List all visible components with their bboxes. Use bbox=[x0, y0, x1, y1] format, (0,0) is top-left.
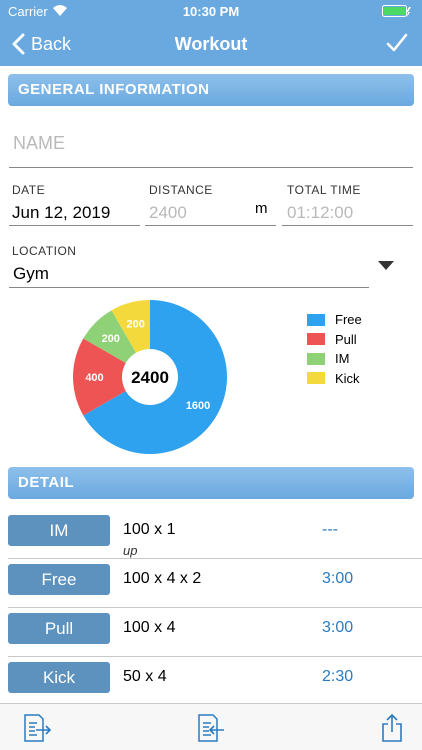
location-underline bbox=[9, 287, 369, 288]
interval-text: 3:00 bbox=[322, 619, 354, 636]
detail-row[interactable]: Pull 100 x 4 3:00 bbox=[8, 606, 422, 657]
date-label: DATE bbox=[12, 183, 46, 197]
dropdown-arrow-icon[interactable] bbox=[378, 261, 394, 271]
stroke-button[interactable]: Kick bbox=[8, 662, 110, 693]
total-time-underline bbox=[282, 225, 413, 226]
row-divider bbox=[8, 607, 422, 608]
legend-item-im: IM bbox=[307, 349, 362, 369]
distance-unit: m bbox=[255, 200, 268, 217]
legend-item-pull: Pull bbox=[307, 330, 362, 350]
bottom-toolbar bbox=[0, 703, 422, 750]
nav-bar: Back Workout bbox=[0, 22, 422, 66]
location-label: LOCATION bbox=[12, 244, 77, 258]
status-bar: Carrier 10:30 PM bbox=[0, 0, 422, 22]
name-field[interactable]: NAME bbox=[13, 133, 66, 153]
row-divider bbox=[8, 558, 422, 559]
location-field[interactable]: Gym bbox=[13, 264, 49, 283]
wifi-icon bbox=[53, 5, 67, 16]
import-left-icon[interactable] bbox=[196, 713, 226, 743]
set-text: 100 x 4 x 2 bbox=[123, 570, 202, 587]
date-underline bbox=[9, 225, 140, 226]
carrier-label: Carrier bbox=[8, 4, 48, 19]
stroke-button[interactable]: Free bbox=[8, 564, 110, 595]
set-text: 100 x 1 bbox=[123, 521, 176, 538]
legend-label: Kick bbox=[335, 370, 360, 386]
general-info-header: GENERAL INFORMATION bbox=[8, 74, 414, 106]
legend-swatch bbox=[307, 313, 325, 326]
pie-label-pull: 400 bbox=[85, 372, 103, 384]
legend-swatch bbox=[307, 333, 325, 346]
distance-underline bbox=[145, 225, 276, 226]
pie-label-kick: 200 bbox=[126, 318, 144, 330]
detail-row[interactable]: Free 100 x 4 x 2 3:00 bbox=[8, 557, 422, 608]
set-text: 50 x 4 bbox=[123, 668, 167, 685]
set-note: up bbox=[123, 543, 138, 558]
checkmark-icon[interactable] bbox=[386, 32, 408, 54]
date-field[interactable]: Jun 12, 2019 bbox=[12, 203, 111, 222]
total-time-label: TOTAL TIME bbox=[287, 183, 361, 197]
legend-swatch bbox=[307, 352, 325, 365]
legend-item-free: Free bbox=[307, 310, 362, 330]
detail-header: DETAIL bbox=[8, 467, 414, 499]
name-underline bbox=[9, 167, 413, 168]
pie-center-total: 2400 bbox=[131, 368, 169, 387]
pie-label-im: 200 bbox=[102, 333, 120, 345]
back-button[interactable]: Back bbox=[12, 31, 71, 57]
stroke-button[interactable]: Pull bbox=[8, 613, 110, 644]
pie-slice-pull bbox=[73, 338, 150, 416]
legend-label: Free bbox=[335, 312, 362, 328]
row-divider bbox=[8, 656, 422, 657]
total-time-field[interactable]: 01:12:00 bbox=[287, 203, 354, 222]
battery-icon bbox=[382, 5, 411, 17]
distance-field[interactable]: 2400 bbox=[149, 203, 187, 222]
distance-pie-chart: 1600 400 200 200 2400 bbox=[73, 300, 227, 454]
legend-swatch bbox=[307, 372, 325, 385]
interval-text: --- bbox=[322, 521, 338, 538]
legend-label: Pull bbox=[335, 331, 357, 347]
pie-center-hole bbox=[122, 349, 178, 405]
detail-row[interactable]: IM 100 x 1 up --- bbox=[8, 508, 422, 559]
legend-item-kick: Kick bbox=[307, 369, 362, 389]
interval-text: 3:00 bbox=[322, 570, 354, 587]
chevron-left-icon bbox=[12, 33, 25, 55]
set-text: 100 x 4 bbox=[123, 619, 176, 636]
interval-text: 2:30 bbox=[322, 668, 354, 685]
distance-label: DISTANCE bbox=[149, 183, 213, 197]
detail-row[interactable]: Kick 50 x 4 2:30 bbox=[8, 655, 414, 703]
status-time: 10:30 PM bbox=[182, 4, 240, 19]
stroke-button[interactable]: IM bbox=[8, 515, 110, 546]
export-right-icon[interactable] bbox=[22, 713, 52, 743]
back-label: Back bbox=[31, 33, 72, 54]
share-icon[interactable] bbox=[380, 713, 404, 743]
pie-legend: Free Pull IM Kick bbox=[307, 310, 362, 388]
legend-label: IM bbox=[335, 351, 350, 367]
pie-label-free: 1600 bbox=[186, 400, 210, 412]
